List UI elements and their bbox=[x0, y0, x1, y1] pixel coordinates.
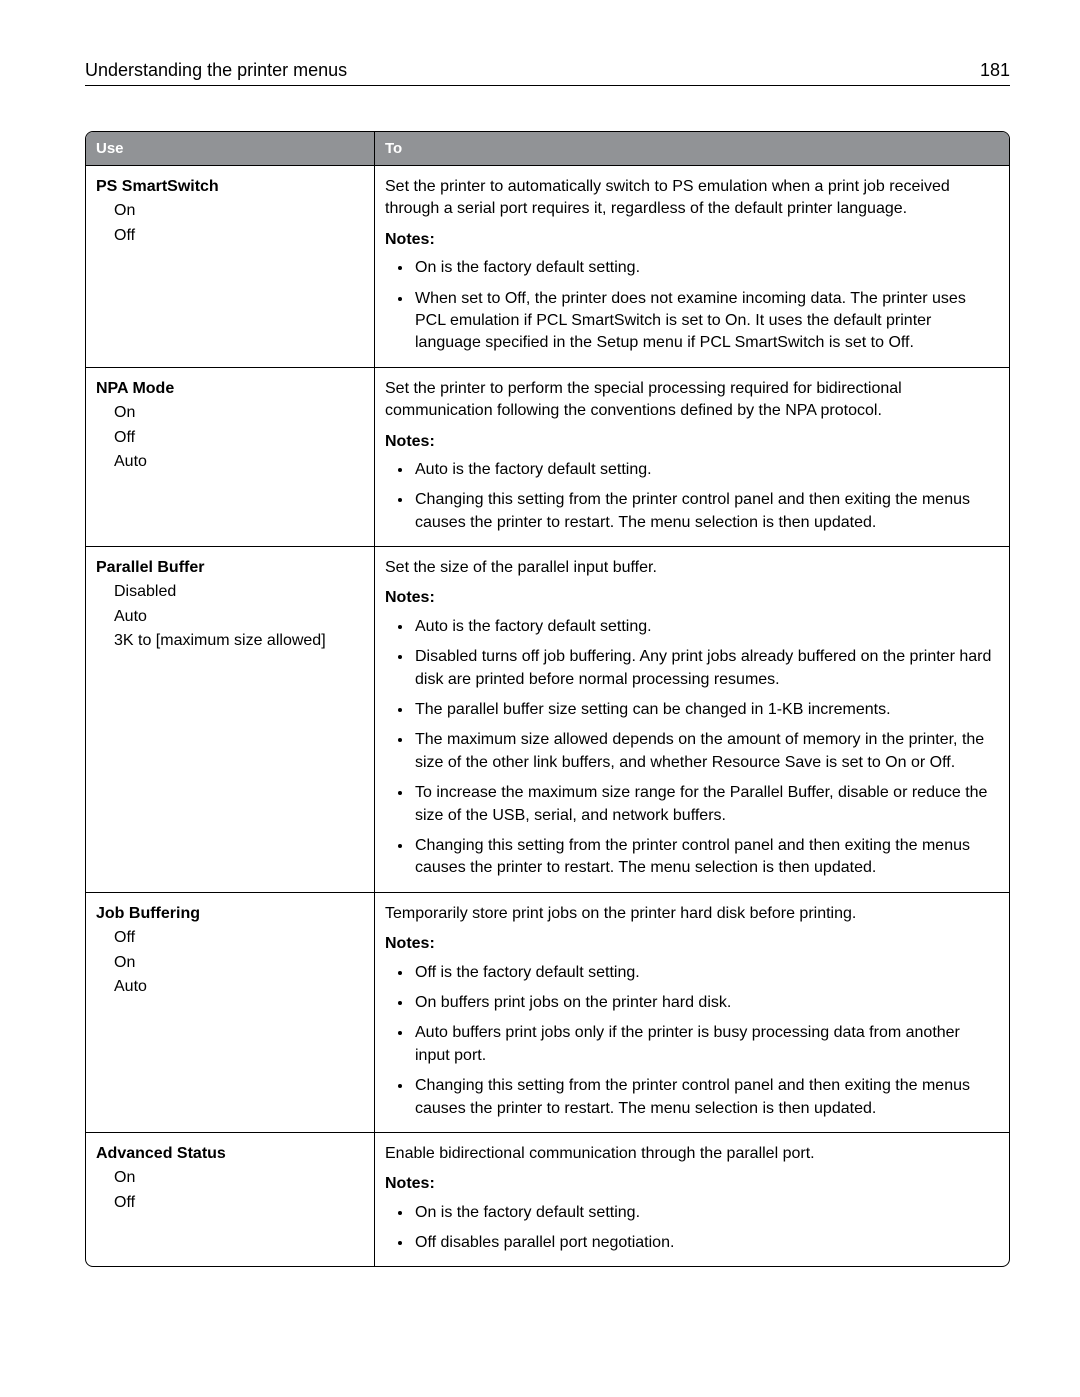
setting-use-cell: Parallel BufferDisabled Auto3K to [maximu… bbox=[86, 547, 375, 892]
setting-option: On bbox=[114, 952, 364, 974]
section-title: Understanding the printer menus bbox=[85, 60, 347, 81]
setting-option: Off bbox=[114, 927, 364, 949]
setting-option: 3K to [maximum size allowed] bbox=[114, 630, 364, 652]
setting-title: PS SmartSwitch bbox=[96, 176, 364, 198]
note-item: The parallel buffer size setting can be … bbox=[413, 699, 997, 721]
setting-use-cell: Job BufferingOff OnAuto bbox=[86, 893, 375, 1132]
settings-table: Use To PS SmartSwitchOnOffSet the printe… bbox=[85, 131, 1010, 1267]
setting-description: Set the printer to automatically switch … bbox=[385, 176, 997, 221]
setting-options: Disabled Auto3K to [maximum size allowed] bbox=[96, 581, 364, 652]
note-item: On is the factory default setting. bbox=[413, 257, 997, 279]
table-row: NPA ModeOn OffAuto Set the printer to perf… bbox=[86, 367, 1009, 546]
table-header-row: Use To bbox=[86, 132, 1009, 165]
note-item: On is the factory default setting. bbox=[413, 1202, 997, 1224]
setting-options: On OffAuto bbox=[96, 402, 364, 473]
table-row: Advanced StatusOn Off Enable bidirectional… bbox=[86, 1132, 1009, 1267]
setting-option: On bbox=[114, 402, 364, 424]
note-item: Off disables parallel port negotiation. bbox=[413, 1232, 997, 1254]
setting-option: Off bbox=[114, 427, 364, 449]
setting-option: Auto bbox=[114, 606, 364, 628]
note-item: Auto is the factory default setting. bbox=[413, 616, 997, 638]
notes-list: Auto is the factory default setting. Disa… bbox=[385, 616, 997, 880]
column-header-use: Use bbox=[86, 132, 375, 165]
note-item: Off is the factory default setting. bbox=[413, 962, 997, 984]
table-row: Parallel BufferDisabled Auto3K to [maximu… bbox=[86, 546, 1009, 892]
setting-description: Enable bidirectional communication throu… bbox=[385, 1143, 997, 1165]
notes-label: Notes: bbox=[385, 1173, 997, 1195]
setting-to-cell: Set the printer to perform the special p… bbox=[375, 368, 1009, 546]
setting-option: On bbox=[114, 1167, 364, 1189]
setting-title: Parallel Buffer bbox=[96, 557, 364, 579]
setting-option: Off bbox=[114, 1192, 364, 1214]
setting-to-cell: Set the printer to automatically switch … bbox=[375, 166, 1009, 367]
setting-option: On bbox=[114, 200, 364, 222]
notes-label: Notes: bbox=[385, 587, 997, 609]
setting-title: NPA Mode bbox=[96, 378, 364, 400]
notes-label: Notes: bbox=[385, 933, 997, 955]
setting-to-cell: Enable bidirectional communication throu… bbox=[375, 1133, 1009, 1267]
note-item: Auto is the factory default setting. bbox=[413, 459, 997, 481]
setting-description: Set the size of the parallel input buffe… bbox=[385, 557, 997, 579]
notes-label: Notes: bbox=[385, 431, 997, 453]
note-item: Changing this setting from the printer c… bbox=[413, 489, 997, 534]
note-item: Disabled turns off job buffering. Any pr… bbox=[413, 646, 997, 691]
notes-list: On is the factory default setting. When s… bbox=[385, 257, 997, 355]
setting-options: On Off bbox=[96, 1167, 364, 1214]
notes-list: Off is the factory default setting. On bu… bbox=[385, 962, 997, 1120]
setting-title: Job Buffering bbox=[96, 903, 364, 925]
setting-use-cell: Advanced StatusOn Off bbox=[86, 1133, 375, 1267]
table-row: Job BufferingOff OnAuto Temporarily store … bbox=[86, 892, 1009, 1132]
note-item: Changing this setting from the printer c… bbox=[413, 1075, 997, 1120]
note-item: Auto buffers print jobs only if the prin… bbox=[413, 1022, 997, 1067]
setting-description: Set the printer to perform the special p… bbox=[385, 378, 997, 423]
note-item: To increase the maximum size range for t… bbox=[413, 782, 997, 827]
note-item: When set to Off, the printer does not ex… bbox=[413, 288, 997, 355]
setting-to-cell: Temporarily store print jobs on the prin… bbox=[375, 893, 1009, 1132]
setting-options: On Off bbox=[96, 200, 364, 247]
notes-list: On is the factory default setting. Off di… bbox=[385, 1202, 997, 1255]
column-header-to: To bbox=[375, 132, 1009, 165]
page-number: 181 bbox=[980, 60, 1010, 81]
notes-list: Auto is the factory default setting. Chan… bbox=[385, 459, 997, 534]
setting-options: Off OnAuto bbox=[96, 927, 364, 998]
setting-description: Temporarily store print jobs on the prin… bbox=[385, 903, 997, 925]
notes-label: Notes: bbox=[385, 229, 997, 251]
note-item: The maximum size allowed depends on the … bbox=[413, 729, 997, 774]
setting-use-cell: PS SmartSwitchOn Off bbox=[86, 166, 375, 367]
setting-title: Advanced Status bbox=[96, 1143, 364, 1165]
setting-option: Disabled bbox=[114, 581, 364, 603]
note-item: On buffers print jobs on the printer har… bbox=[413, 992, 997, 1014]
setting-use-cell: NPA ModeOn OffAuto bbox=[86, 368, 375, 546]
note-item: Changing this setting from the printer c… bbox=[413, 835, 997, 880]
setting-to-cell: Set the size of the parallel input buffe… bbox=[375, 547, 1009, 892]
table-row: PS SmartSwitchOn Off Set the printer to au… bbox=[86, 165, 1009, 367]
setting-option: Auto bbox=[114, 451, 364, 473]
setting-option: Auto bbox=[114, 976, 364, 998]
page-header: Understanding the printer menus 181 bbox=[85, 60, 1010, 86]
setting-option: Off bbox=[114, 225, 364, 247]
